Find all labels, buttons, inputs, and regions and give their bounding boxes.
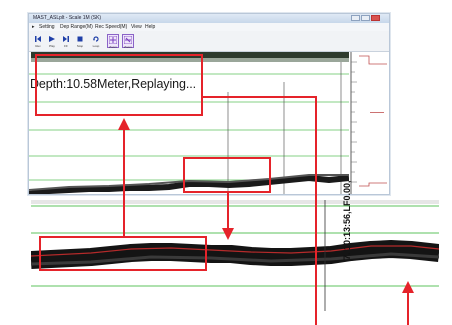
step-back-icon: [35, 36, 41, 42]
zoom-out-icon: [124, 36, 132, 44]
menu-item-rec-speed[interactable]: Rec Speed(M): [95, 24, 128, 30]
toolbar-label: Rev: [35, 44, 41, 48]
toolbar-label: Stop: [76, 44, 84, 48]
zoom-depth-label: 7. 10:13:56,LF0.00,: [342, 180, 352, 260]
top-scale-shadow: [31, 58, 349, 62]
window-title: MAST_ASLplt - Scale 1M (SK): [33, 15, 102, 21]
toolbar-label: FF: [64, 44, 68, 48]
depth-status-text: Depth:10.58Meter,Replaying...: [30, 77, 196, 91]
stop-icon: [77, 36, 83, 42]
play-icon: [49, 36, 55, 42]
toolbar-label: Play: [49, 44, 55, 48]
top-scale-band: [31, 52, 349, 58]
application-window: MAST_ASLplt - Scale 1M (SK) ▸ Setting De…: [28, 13, 390, 195]
zoom-in-button[interactable]: Zoom: [107, 34, 119, 49]
zoom-canvas: [31, 200, 439, 311]
play-button[interactable]: Play: [47, 34, 57, 48]
title-bar: MAST_ASLplt - Scale 1M (SK): [29, 14, 389, 23]
menu-item-dep-range[interactable]: Dep Range(M): [60, 24, 93, 30]
loop-button[interactable]: Loop: [91, 34, 101, 48]
loop-icon: [93, 36, 99, 42]
menu-item-view[interactable]: View: [131, 24, 142, 30]
ruler-ticks: [351, 61, 357, 183]
menu-item-setting[interactable]: Setting: [39, 24, 55, 30]
toolbar-label: Loop: [92, 44, 100, 48]
rewind-button[interactable]: Rev: [33, 34, 43, 48]
zoomed-detail-panel: [31, 200, 439, 311]
zoom-in-icon: [109, 36, 117, 44]
fast-forward-icon: [63, 36, 69, 42]
ruler-top-curve: [359, 55, 387, 65]
recording-plot[interactable]: [29, 52, 389, 194]
close-button[interactable]: [371, 15, 380, 21]
menu-item-help[interactable]: Help: [145, 24, 156, 30]
ruler-bottom-curve: [359, 182, 387, 187]
minimize-button[interactable]: [351, 15, 360, 21]
side-ruler: [349, 52, 389, 194]
zoom-top-strip: [31, 200, 439, 204]
maximize-button[interactable]: [361, 15, 370, 21]
stop-button[interactable]: Stop: [75, 34, 85, 48]
zoom-out-button[interactable]: Zoom: [122, 34, 134, 49]
menu-item-system[interactable]: ▸: [32, 24, 35, 30]
plot-canvas: [29, 52, 389, 194]
toolbar-label: Zoom: [109, 45, 117, 49]
toolbar-label: Zoom: [124, 45, 132, 49]
toolbar: Rev Play FF Stop Loop Zoom Zoom: [29, 31, 389, 52]
fast-forward-button[interactable]: FF: [61, 34, 71, 48]
